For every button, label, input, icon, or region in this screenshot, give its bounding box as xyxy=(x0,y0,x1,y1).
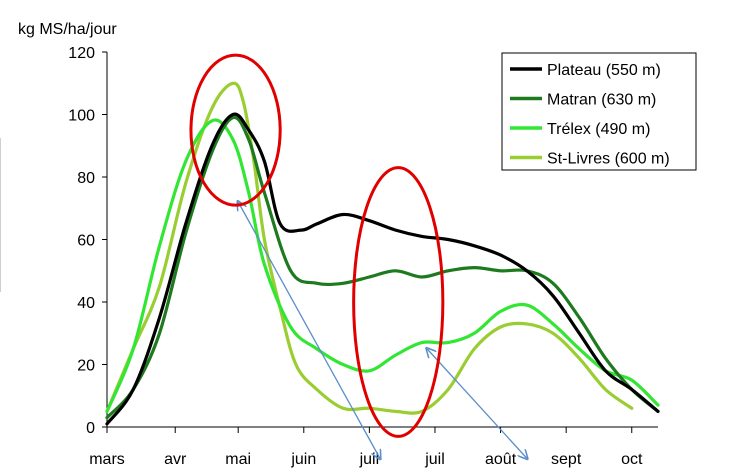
x-tick-label: juil xyxy=(359,451,380,468)
y-tick-label: 0 xyxy=(86,420,95,437)
legend-label: Plateau (550 m) xyxy=(547,62,661,79)
y-tick-label: 80 xyxy=(77,170,95,187)
y-tick-label: 40 xyxy=(77,295,95,312)
x-tick-label: juin xyxy=(290,451,316,468)
highlight-ellipse-summer xyxy=(352,166,445,438)
legend-label: Trélex (490 m) xyxy=(547,121,650,138)
annotation-arrow xyxy=(238,202,380,458)
x-tick-label: sept xyxy=(551,451,582,468)
y-tick-label: 20 xyxy=(77,358,95,375)
legend-label: St-Livres (600 m) xyxy=(547,151,670,168)
x-tick-label: août xyxy=(485,451,517,468)
legend-label: Matran (630 m) xyxy=(547,92,656,109)
x-tick-label: avr xyxy=(164,451,187,468)
x-tick-label: oct xyxy=(621,451,643,468)
y-tick-label: 60 xyxy=(77,233,95,250)
annotation-layer xyxy=(189,53,527,458)
y-axis-title: kg MS/ha/jour xyxy=(18,21,117,38)
x-tick-label: mars xyxy=(89,451,125,468)
highlight-ellipse-peak xyxy=(189,53,282,207)
annotation-arrow xyxy=(427,349,527,458)
x-tick-label: mai xyxy=(225,451,251,468)
legend: Plateau (550 m) Matran (630 m) Trélex (490… xyxy=(501,52,697,171)
legend-box xyxy=(501,52,697,171)
x-tick-label: juil xyxy=(424,451,445,468)
y-tick-label: 120 xyxy=(68,45,95,62)
y-tick-label: 100 xyxy=(68,108,95,125)
